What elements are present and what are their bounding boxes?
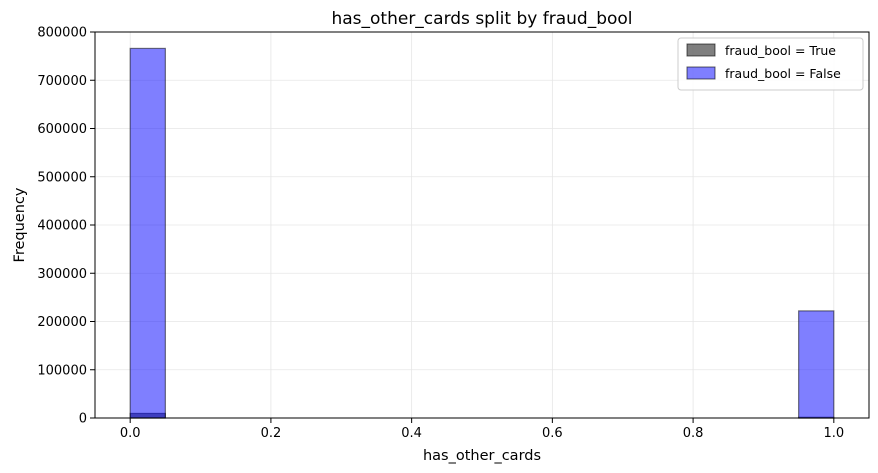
y-tick-label: 0 [79,412,87,427]
y-axis-ticks: 0 100000 200000 300000 400000 500000 600000 700… [37,26,95,427]
x-tick-label: 0.4 [401,426,422,441]
x-tick-label: 0.8 [683,426,704,441]
x-axis-label: has_other_cards [423,448,541,464]
legend-swatch-false [686,66,716,80]
y-tick-label: 300000 [37,267,87,282]
bar-fraud-false [129,47,166,419]
y-tick-label: 600000 [37,122,87,137]
x-tick-label: 0.0 [120,426,141,441]
y-tick-label: 100000 [37,363,87,378]
y-tick-label: 200000 [37,315,87,330]
x-axis-ticks: 0.0 0.2 0.4 0.6 0.8 1.0 [120,418,844,441]
legend-swatch-true [686,43,716,57]
x-tick-label: 1.0 [823,426,844,441]
legend: fraud_bool = True fraud_bool = False [677,37,864,91]
x-tick-label: 0.2 [261,426,282,441]
y-tick-label: 700000 [37,74,87,89]
legend-label-false: fraud_bool = False [725,66,841,81]
legend-box [677,37,864,91]
y-tick-label: 500000 [37,170,87,185]
chart-title: has_other_cards split by fraud_bool [331,9,632,29]
x-tick-label: 0.6 [542,426,563,441]
legend-label-true: fraud_bool = True [725,43,836,58]
bars-group [129,47,835,419]
y-tick-label: 400000 [37,219,87,234]
y-tick-label: 800000 [37,26,87,41]
y-axis-label: Frequency [12,187,28,262]
bar-fraud-false [798,310,835,419]
